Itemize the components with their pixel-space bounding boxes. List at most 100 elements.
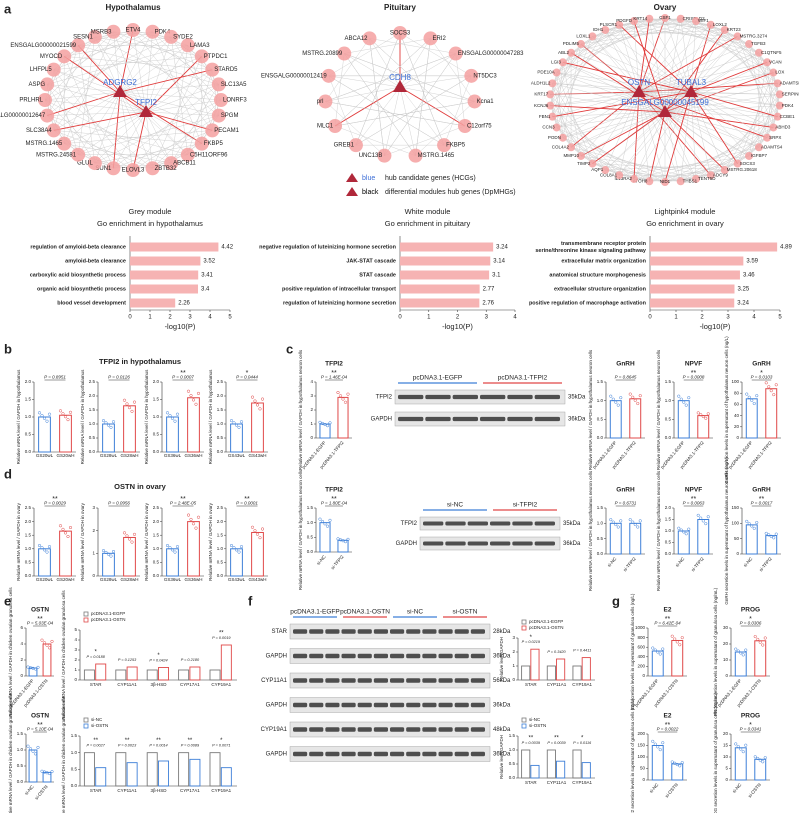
x-tick-label: GS43wL	[228, 577, 246, 582]
bar	[546, 665, 556, 681]
band	[341, 629, 356, 634]
p-value: P = 0.0023	[118, 744, 137, 748]
gene-label: ERI2	[433, 36, 447, 42]
bar	[158, 760, 169, 787]
panel-label: d	[4, 466, 12, 481]
dot	[682, 400, 686, 404]
edge	[384, 125, 466, 156]
band	[454, 678, 469, 683]
panel-label: a	[4, 1, 12, 16]
edge	[556, 111, 666, 128]
band	[309, 751, 324, 757]
dot	[37, 411, 42, 415]
edge	[618, 24, 692, 93]
y-tick-label: 10	[723, 754, 729, 759]
dot	[614, 523, 618, 527]
gene-node	[601, 166, 610, 175]
dot	[619, 519, 623, 523]
bar	[745, 398, 758, 439]
dot	[194, 402, 198, 406]
band	[325, 702, 340, 708]
dot	[763, 756, 767, 760]
enrichment-subtitle: Go enrichment in ovary	[646, 219, 724, 228]
category-label: positive regulation of intracellular tra…	[282, 286, 396, 292]
y-tick-label: 2.0	[89, 393, 96, 398]
band	[480, 416, 506, 422]
y-tick-label: 200	[637, 731, 645, 736]
significance: **	[665, 616, 671, 623]
gene-node	[164, 29, 179, 44]
band	[438, 751, 453, 757]
edge	[570, 91, 640, 148]
edge	[64, 130, 213, 144]
edge	[77, 45, 147, 113]
band	[512, 521, 533, 526]
band	[422, 702, 437, 708]
band	[423, 541, 444, 546]
bar	[95, 767, 107, 787]
edge	[690, 91, 778, 118]
gene-node	[661, 178, 669, 186]
protein-label: GAPDH	[371, 417, 392, 423]
edge	[580, 24, 711, 45]
bar	[130, 270, 199, 280]
y-axis-label: Relative level/GAPDH	[499, 735, 504, 779]
edge	[690, 91, 768, 138]
bar	[650, 298, 735, 308]
y-axis-label: Relative mRNA level / GAPDH in hypothala…	[144, 369, 149, 465]
edge	[415, 38, 431, 156]
category-label: JAK-STAT cascade	[346, 258, 396, 264]
bar	[28, 667, 38, 677]
y-tick-label: 1000	[635, 625, 646, 630]
dot	[66, 418, 70, 422]
edge	[334, 86, 401, 127]
legend-key: blue	[362, 175, 375, 182]
value-label: 2.26	[178, 301, 190, 307]
edge	[570, 147, 697, 180]
edge	[113, 31, 121, 93]
band	[357, 629, 372, 634]
y-tick-label: 50	[734, 536, 740, 541]
gene-label: LGI3	[551, 59, 561, 64]
gene-label: STARD5	[214, 67, 238, 73]
y-axis-label: GnRH secretion levels in supernatant of …	[724, 457, 729, 605]
edge	[328, 75, 357, 146]
gene-node	[588, 32, 597, 41]
edge	[552, 18, 650, 84]
edge	[638, 91, 780, 106]
dot	[699, 413, 703, 417]
size-label: 36kDa	[493, 654, 511, 660]
edge	[748, 43, 768, 138]
band	[293, 653, 308, 659]
size-label: 36kDa	[493, 703, 511, 709]
dot	[753, 635, 757, 639]
edge	[562, 62, 582, 157]
dot	[194, 526, 198, 530]
edge	[113, 31, 213, 70]
edge	[664, 17, 774, 73]
edge	[664, 127, 774, 183]
band	[341, 727, 356, 732]
gene-node	[318, 94, 333, 109]
gene-label: MSTRG.3274	[740, 34, 768, 39]
gene-label: C5H11ORF96	[190, 152, 228, 158]
y-axis-label: Relative mRNA level / GAPDH in chicken o…	[61, 590, 66, 720]
bar	[765, 388, 778, 439]
gene-node	[552, 123, 561, 132]
edge	[605, 163, 738, 171]
bar	[337, 396, 349, 439]
edge	[570, 52, 640, 93]
dot	[750, 398, 754, 402]
y-tick-label: 20	[723, 731, 729, 736]
edge	[619, 91, 692, 176]
edge	[633, 111, 666, 180]
band	[534, 521, 555, 526]
edge	[550, 91, 640, 106]
y-tick-label: 1	[74, 667, 77, 672]
edge	[680, 18, 760, 53]
dot	[753, 755, 757, 759]
dot	[36, 745, 40, 749]
p-value: P = 0.0103	[751, 375, 773, 380]
dot	[175, 545, 180, 549]
y-tick-label: 10	[723, 657, 729, 662]
